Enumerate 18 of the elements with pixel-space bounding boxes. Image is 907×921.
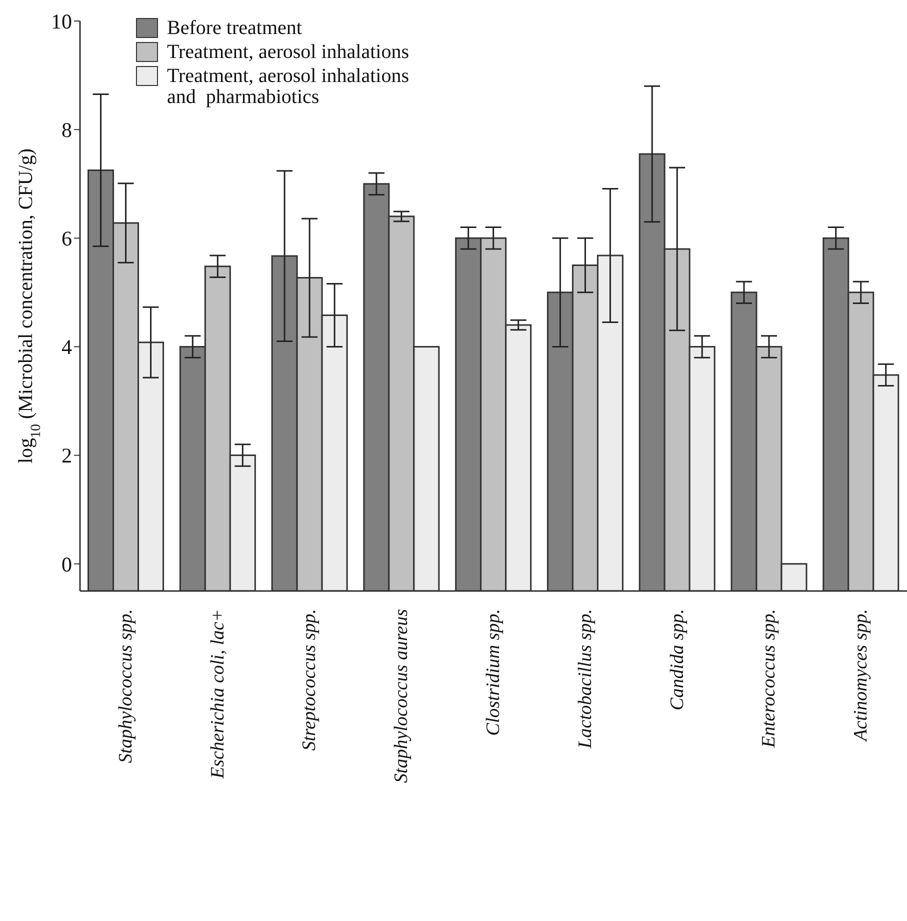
x-tick-label: Enterococcus spp. xyxy=(758,609,780,749)
y-tick-label: 8 xyxy=(62,118,72,142)
x-tick-label: Staphylococcus aureus xyxy=(391,609,412,783)
y-tick-label: 2 xyxy=(62,444,72,468)
x-tick-label: Escherichia coli, lac+ xyxy=(207,609,228,780)
y-tick-label: 4 xyxy=(62,335,72,360)
x-tick-label: Staphylococcus spp. xyxy=(115,609,136,764)
y-tick-label: 10 xyxy=(51,9,72,34)
x-tick-label: Actinomyces spp. xyxy=(850,609,872,743)
x-tick-label: Streptococcus spp. xyxy=(299,609,320,751)
y-tick-label: 6 xyxy=(62,226,72,251)
y-tick-label: 0 xyxy=(62,552,72,576)
legend-label: Treatment, aerosol inhalations and pharmabiotics xyxy=(167,65,410,108)
legend-label: Before treatment xyxy=(167,17,303,39)
x-tick-label: Lactobacillus spp. xyxy=(574,609,596,750)
x-tick-label: Clostridium spp. xyxy=(483,609,504,736)
x-tick-label: Candida spp. xyxy=(666,609,688,710)
legend-label: Treatment, aerosol inhalations xyxy=(167,41,410,63)
